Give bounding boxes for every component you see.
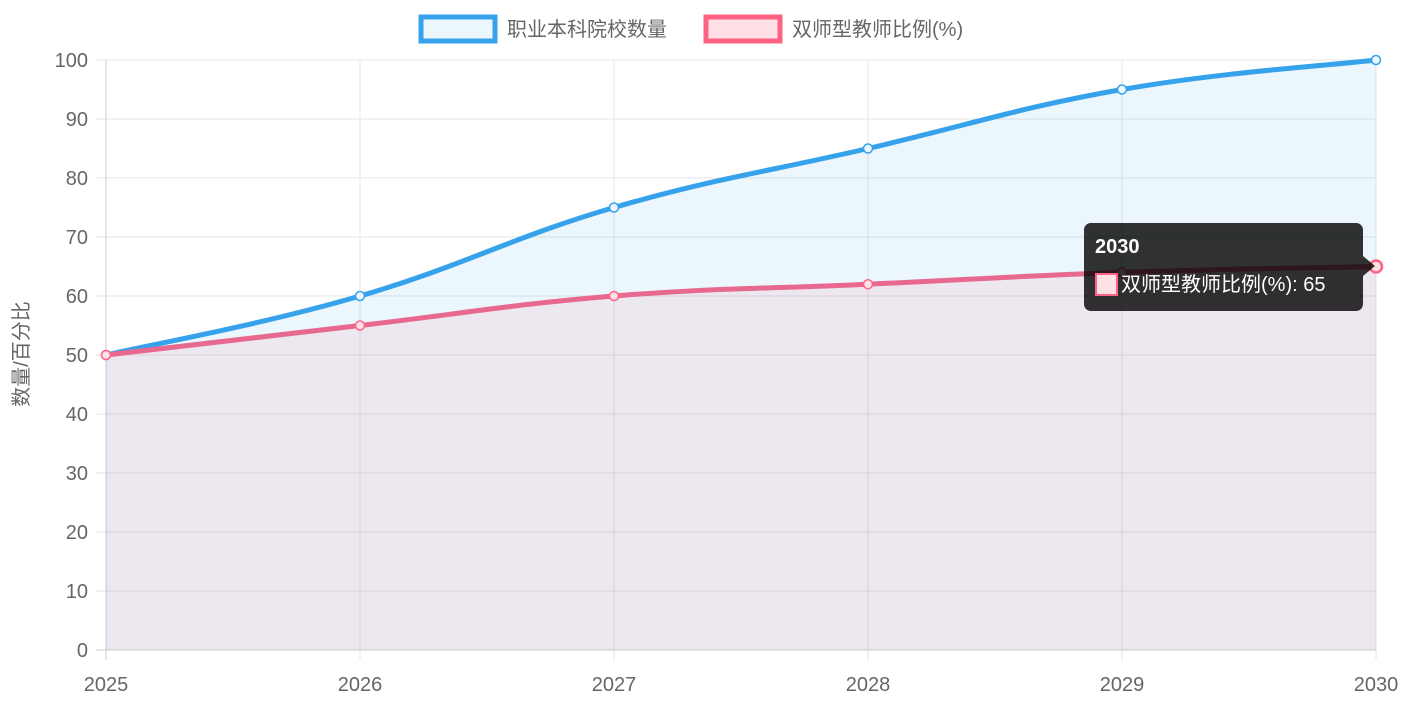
- tooltip-swatch: [1095, 273, 1118, 296]
- y-tick-label: 50: [66, 345, 88, 367]
- tooltip-caret: [1363, 256, 1375, 276]
- y-tick-label: 10: [66, 581, 88, 603]
- area-series-0: [106, 60, 1376, 650]
- legend-swatch-series-1: [703, 14, 783, 44]
- series-points: [100, 54, 1384, 361]
- legend-item-series-1[interactable]: 双师型教师比例(%): [703, 14, 963, 44]
- point-series-1[interactable]: [100, 349, 112, 361]
- y-tick-label: 20: [66, 522, 88, 544]
- point-series-0[interactable]: [1370, 54, 1382, 66]
- y-axis-ticks: 0 10 20 30 40 50 60 70 80 90 100: [55, 50, 88, 662]
- y-tick-label: 70: [66, 227, 88, 249]
- x-tick-label: 2025: [84, 674, 129, 696]
- x-tick-label: 2028: [846, 674, 891, 696]
- tooltip: 2030 双师型教师比例(%): 65: [1084, 223, 1375, 311]
- series-areas: [106, 60, 1376, 650]
- legend-item-series-0[interactable]: 职业本科院校数量: [418, 14, 667, 44]
- legend: 职业本科院校数量 双师型教师比例(%): [418, 14, 963, 44]
- tooltip-title: 2030: [1095, 236, 1140, 258]
- point-series-1[interactable]: [608, 290, 620, 302]
- x-tick-label: 2026: [338, 674, 383, 696]
- line-series-0: [103, 57, 1379, 358]
- y-axis-title: 数量/百分比: [10, 301, 33, 407]
- x-tick-label: 2029: [1100, 674, 1145, 696]
- legend-label-series-1: 双师型教师比例(%): [792, 18, 963, 41]
- grid: [96, 59, 1377, 660]
- point-series-1[interactable]: [862, 278, 874, 290]
- point-series-0[interactable]: [608, 202, 620, 213]
- y-tick-label: 60: [66, 286, 88, 308]
- y-tick-label: 30: [66, 463, 88, 485]
- y-tick-label: 80: [66, 168, 88, 190]
- point-series-0[interactable]: [862, 143, 874, 154]
- x-axis-ticks: 2025 2026 2027 2028 2029 2030: [84, 674, 1399, 696]
- y-tick-label: 40: [66, 404, 88, 426]
- point-series-0[interactable]: [354, 290, 366, 302]
- point-series-0[interactable]: [1116, 84, 1128, 95]
- y-tick-label: 0: [77, 640, 88, 662]
- legend-swatch-series-0: [418, 14, 498, 44]
- tooltip-label: 双师型教师比例(%): 65: [1121, 273, 1325, 296]
- x-tick-label: 2027: [592, 674, 637, 696]
- y-tick-label: 100: [55, 50, 88, 72]
- x-tick-label: 2030: [1354, 674, 1399, 696]
- y-tick-label: 90: [66, 109, 88, 131]
- legend-label-series-0: 职业本科院校数量: [507, 18, 667, 41]
- point-series-1[interactable]: [354, 320, 366, 331]
- area-series-1: [106, 266, 1376, 650]
- tooltip-box: [1084, 223, 1363, 311]
